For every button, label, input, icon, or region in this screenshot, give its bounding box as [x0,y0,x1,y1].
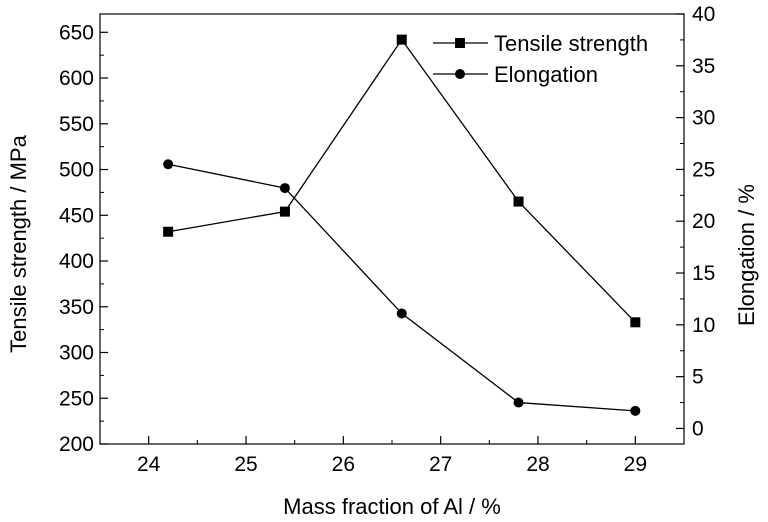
right-y-tick-label: 5 [692,366,704,389]
left-y-tick-label: 400 [59,250,94,273]
elongation-point [279,183,290,194]
elongation-point [163,159,174,170]
left-y-tick-label: 350 [59,296,94,319]
right-y-axis-title: Elongation / % [734,184,759,326]
x-tick-label: 25 [234,453,257,476]
left-y-tick-label: 600 [59,67,94,90]
tensile-strength-point [396,34,407,45]
left-y-axis-ticks: 200 250 300 350 400 450 500 550 600 650 [59,21,108,456]
x-axis-ticks: 24 25 26 27 28 29 [99,436,685,476]
right-y-tick-label: 25 [692,158,715,181]
right-y-tick-label: 40 [692,3,715,26]
tensile-strength-point [513,196,524,207]
tensile-strength-point [279,206,290,217]
x-tick-label: 26 [332,453,355,476]
elongation-point [630,405,641,416]
legend-elongation-marker [455,69,465,79]
right-y-tick-label: 30 [692,107,715,130]
legend: Tensile strength Elongation [433,31,648,87]
left-y-tick-label: 550 [59,113,94,136]
tensile-strength-point [630,317,641,328]
left-y-tick-label: 250 [59,387,94,410]
left-y-tick-label: 300 [59,342,94,365]
right-y-tick-label: 15 [692,262,715,285]
right-y-tick-label: 0 [692,417,704,440]
elongation-point [396,308,407,319]
left-y-tick-label: 200 [59,433,94,456]
elongation-line [168,163,636,412]
x-tick-label: 24 [137,453,161,476]
legend-elongation-label: Elongation [494,62,598,87]
elongation-point [513,397,524,408]
left-y-tick-label: 450 [59,204,94,227]
right-y-tick-label: 10 [692,314,715,337]
tensile-strength-point [163,226,174,237]
legend-tensile-marker [455,38,465,48]
legend-tensile-label: Tensile strength [494,31,648,56]
right-y-axis-ticks: 0 5 10 15 20 25 30 35 40 [676,3,715,440]
x-tick-label: 27 [429,453,452,476]
left-y-tick-label: 500 [59,159,94,182]
x-tick-label: 29 [624,453,647,476]
left-y-axis-title: Tensile strength / MPa [6,134,31,352]
x-axis-title: Mass fraction of Al / % [283,494,501,519]
series-layer [163,34,641,416]
x-tick-label: 28 [526,453,549,476]
right-y-tick-label: 20 [692,210,715,233]
left-y-tick-label: 650 [59,21,94,44]
right-y-tick-label: 35 [692,55,715,78]
